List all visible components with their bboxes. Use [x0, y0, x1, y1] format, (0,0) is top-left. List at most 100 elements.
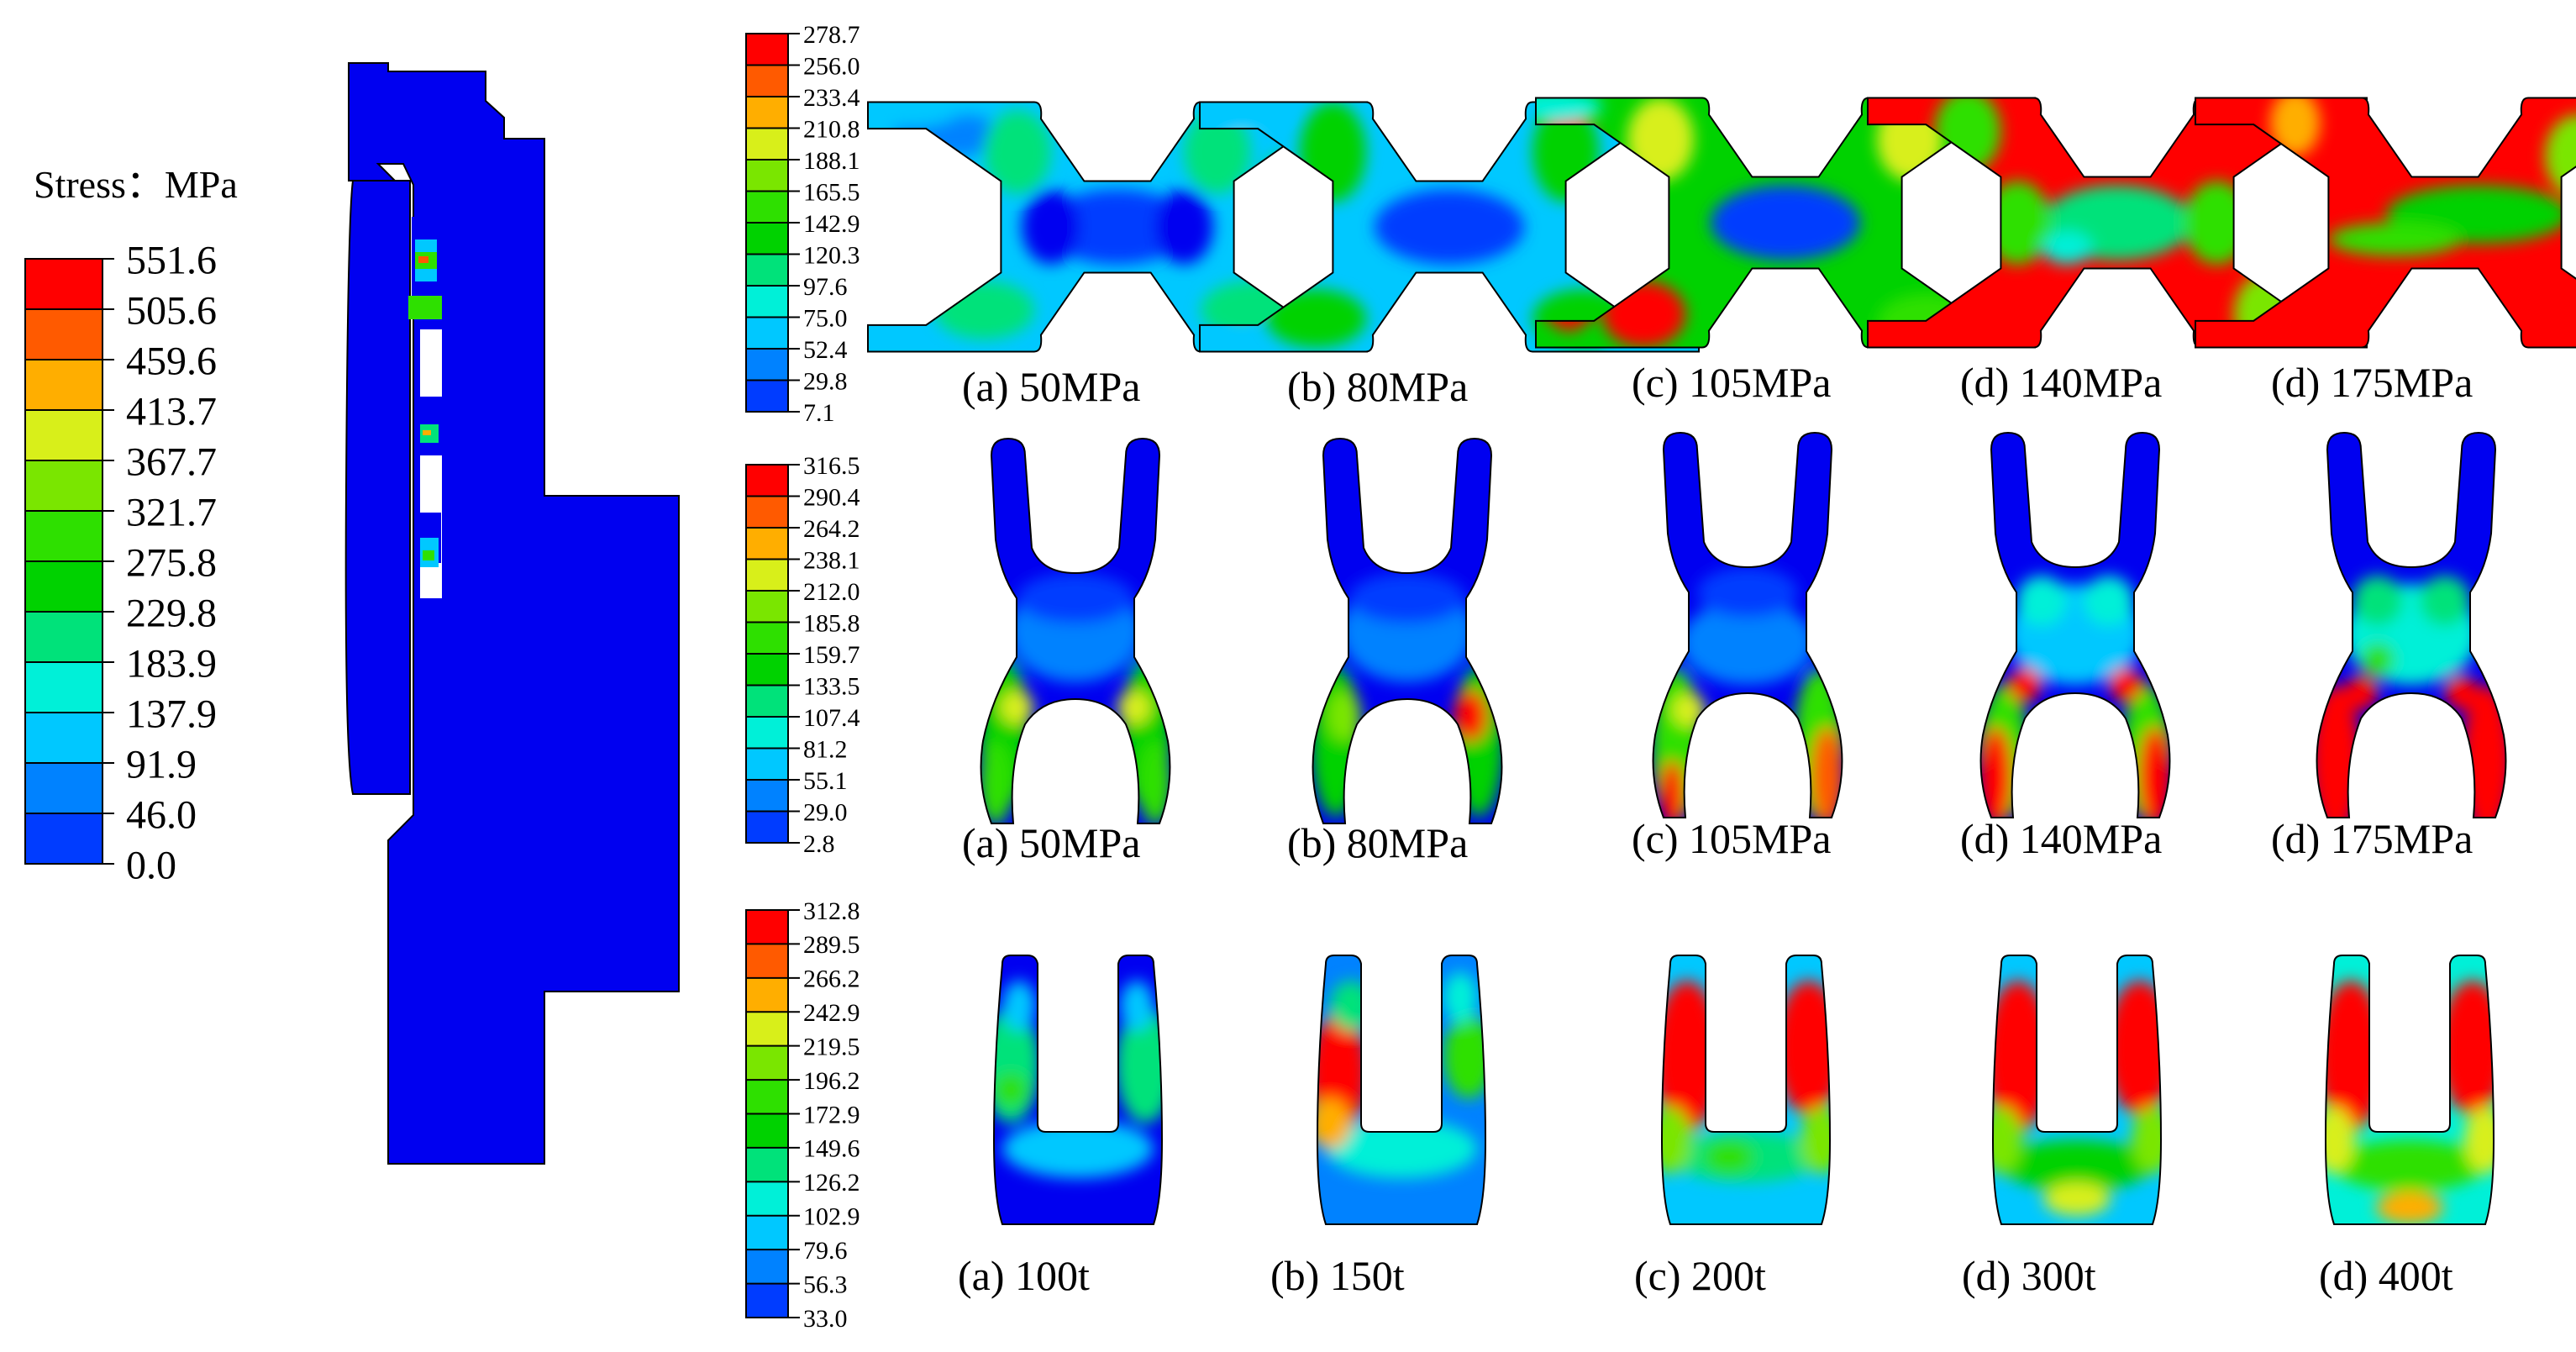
legend-value: 266.2 — [803, 965, 860, 993]
caption-r3-d: (d) 300t — [1962, 1252, 2096, 1299]
legend-value: 505.6 — [126, 288, 217, 333]
legend-value: 551.6 — [126, 238, 217, 282]
legend-value: 137.9 — [126, 692, 217, 736]
legend-swatch — [746, 380, 788, 412]
legend-swatch — [746, 223, 788, 255]
contour-r2-1 — [980, 438, 1171, 824]
caption-r2-a: (a) 50MPa — [962, 819, 1140, 866]
legend-swatch — [25, 410, 103, 460]
legend-value: 79.6 — [803, 1237, 848, 1265]
legend-swatch — [25, 259, 103, 309]
legend-value: 52.4 — [803, 336, 848, 364]
main-legend: Stress：MPa 551.6 505.6 459.6 413.7 367.7 321.… — [24, 163, 238, 887]
legend-swatch — [746, 910, 788, 944]
legend-value: 7.1 — [803, 399, 835, 427]
row1-captions: (a) 50MPa (b) 80MPa (c) 105MPa (d) 140MP… — [962, 359, 2473, 410]
legend-value: 367.7 — [126, 439, 217, 484]
legend-value: 120.3 — [803, 241, 860, 269]
legend-swatch — [25, 813, 103, 864]
legend-swatch — [746, 1215, 788, 1250]
legend-swatch — [746, 496, 788, 528]
caption-r3-c: (c) 200t — [1634, 1252, 1766, 1299]
legend-value: 97.6 — [803, 273, 848, 301]
legend-value: 233.4 — [803, 84, 860, 112]
legend-swatch — [746, 128, 788, 160]
row2-captions: (a) 50MPa (b) 80MPa (c) 105MPa (d) 140MP… — [962, 815, 2473, 866]
legend-swatch — [746, 591, 788, 623]
legend-swatch — [746, 1012, 788, 1046]
legend-swatch — [746, 286, 788, 318]
legend-value: 196.2 — [803, 1067, 860, 1095]
contour-r2-3 — [1652, 432, 1843, 818]
legend-value: 2.8 — [803, 830, 835, 858]
legend-value: 219.5 — [803, 1033, 860, 1060]
legend-swatch — [746, 349, 788, 381]
legend-value: 126.2 — [803, 1169, 860, 1197]
caption-r1-a: (a) 50MPa — [962, 363, 1140, 410]
contour-r3-4 — [1992, 955, 2162, 1225]
seal-element-1 — [408, 217, 442, 319]
legend-value: 0.0 — [126, 843, 176, 887]
legend-value: 159.7 — [803, 641, 860, 669]
contour-r3-5 — [2325, 955, 2495, 1225]
contour-panels — [867, 97, 2576, 1225]
legend-value: 172.9 — [803, 1101, 860, 1128]
legend-value: 212.0 — [803, 578, 860, 606]
legend-swatch — [746, 191, 788, 223]
legend-value: 289.5 — [803, 931, 860, 959]
main-legend-title: Stress：MPa — [34, 163, 238, 206]
legend-value: 133.5 — [803, 672, 860, 700]
legend-swatch — [746, 1113, 788, 1148]
legend-value: 413.7 — [126, 389, 217, 434]
legend-value: 316.5 — [803, 452, 860, 480]
legend-swatch — [746, 811, 788, 843]
legend-swatch — [25, 561, 103, 612]
legend-value: 210.8 — [803, 115, 860, 143]
legend-value: 459.6 — [126, 339, 217, 383]
legend-swatch — [746, 1147, 788, 1182]
caption-r2-d: (d) 140MPa — [1960, 815, 2162, 862]
legend-value: 142.9 — [803, 210, 860, 238]
legend-swatch — [746, 317, 788, 349]
legend-value: 242.9 — [803, 999, 860, 1027]
legend-swatch — [25, 360, 103, 410]
legend-value: 278.7 — [803, 21, 860, 49]
legend-swatch — [746, 622, 788, 654]
caption-r2-e: (d) 175MPa — [2271, 815, 2473, 862]
contour-r2-5 — [2316, 432, 2507, 818]
legend-value: 165.5 — [803, 178, 860, 206]
assembly-section — [344, 62, 680, 1165]
legend-swatch — [746, 944, 788, 978]
legend-value: 149.6 — [803, 1135, 860, 1163]
caption-r1-e: (d) 175MPa — [2271, 359, 2473, 406]
legend-swatch — [746, 654, 788, 686]
contour-r2-2 — [1312, 438, 1503, 824]
legend-value: 264.2 — [803, 515, 860, 543]
legend-swatch — [746, 97, 788, 129]
legend-value: 81.2 — [803, 735, 848, 763]
caption-r3-b: (b) 150t — [1270, 1252, 1405, 1299]
caption-r1-b: (b) 80MPa — [1287, 363, 1468, 410]
legend-value: 185.8 — [803, 609, 860, 637]
legend-value: 55.1 — [803, 767, 848, 795]
caption-r2-b: (b) 80MPa — [1287, 819, 1468, 866]
legend-value: 183.9 — [126, 641, 217, 686]
seal-element-2 — [417, 397, 442, 455]
legend-value: 29.0 — [803, 798, 848, 826]
legend-swatch — [25, 763, 103, 813]
legend-swatch — [25, 662, 103, 713]
caption-r2-c: (c) 105MPa — [1632, 815, 1831, 862]
legend-value: 107.4 — [803, 704, 860, 732]
legend-value: 102.9 — [803, 1203, 860, 1231]
legend-value: 238.1 — [803, 546, 860, 574]
legend-swatch — [746, 559, 788, 591]
legend-row2: 316.5 290.4 264.2 238.1 212.0 185.8 159.7 133.5… — [745, 452, 860, 858]
legend-swatch — [746, 748, 788, 780]
legend-swatch — [746, 465, 788, 497]
legend-value: 75.0 — [803, 304, 848, 332]
legend-swatch — [746, 160, 788, 192]
caption-r1-c: (c) 105MPa — [1632, 359, 1831, 406]
contour-r2-4 — [1979, 432, 2171, 818]
caption-r3-a: (a) 100t — [958, 1252, 1090, 1299]
